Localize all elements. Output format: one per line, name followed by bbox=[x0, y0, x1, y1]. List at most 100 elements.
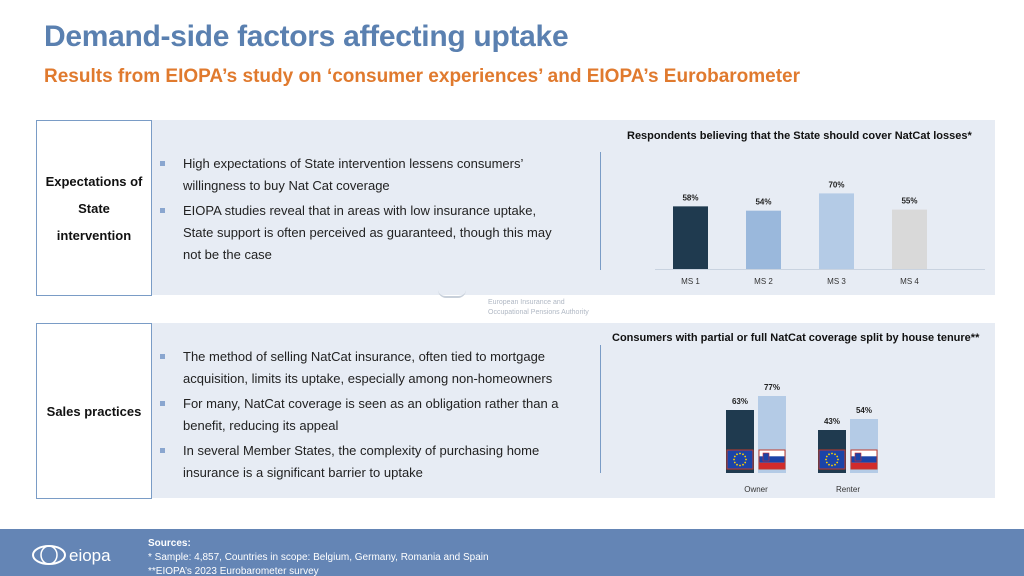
flag-star bbox=[825, 455, 828, 458]
bullet-line: In several Member States, the complexity… bbox=[183, 443, 540, 458]
sources-line: **EIOPA’s 2023 Eurobarometer survey bbox=[148, 566, 319, 576]
bar-value-label: 70% bbox=[828, 180, 844, 189]
flag-stripe bbox=[851, 450, 877, 457]
flag-border bbox=[850, 449, 878, 470]
category-label: MS 1 bbox=[681, 277, 700, 286]
flag-star bbox=[736, 453, 738, 456]
bar-value-label: 63% bbox=[732, 397, 748, 406]
page-title: Demand-side factors affecting uptake bbox=[44, 20, 569, 53]
bullet-square-icon bbox=[160, 161, 165, 166]
flag-star bbox=[739, 452, 741, 455]
bar bbox=[746, 210, 781, 269]
flag-star bbox=[739, 464, 741, 467]
flag-stripe bbox=[759, 456, 785, 463]
flag-star bbox=[745, 458, 747, 461]
eu-flag-icon bbox=[726, 449, 754, 470]
flag-star bbox=[736, 463, 738, 466]
flag-star bbox=[828, 453, 830, 456]
flag-stripe bbox=[759, 462, 785, 469]
bar bbox=[819, 193, 854, 269]
flag-star bbox=[836, 455, 839, 458]
watermark-line: European Insurance and bbox=[488, 299, 565, 306]
state-cover-chart: 58% MS 1 54% MS 2 70% MS 3 55% MS 4 bbox=[655, 180, 985, 286]
page-subtitle: Results from EIOPA’s study on ‘consumer … bbox=[44, 66, 801, 87]
flag-star bbox=[825, 458, 827, 461]
flag-star bbox=[834, 453, 836, 456]
flag-star bbox=[831, 452, 833, 455]
state-intervention-label: Expectations of State intervention bbox=[36, 120, 152, 296]
flag-star bbox=[742, 453, 744, 456]
category-label: MS 4 bbox=[900, 277, 919, 286]
bar-value-label: 77% bbox=[764, 383, 780, 392]
bullet-line: insurance is a significant barrier to up… bbox=[183, 465, 423, 480]
flag-star bbox=[733, 461, 736, 464]
bullet-line: High expectations of State intervention … bbox=[183, 156, 524, 171]
divider bbox=[600, 345, 601, 473]
bar-value-label: 54% bbox=[755, 198, 771, 207]
bullet-line: EIOPA studies reveal that in areas with … bbox=[183, 203, 537, 218]
house-tenure-chart: 63% 77% Owner 43% 54% Renter bbox=[726, 383, 878, 494]
bullet-line: acquisition, limits its uptake, especial… bbox=[183, 371, 553, 386]
flag-star bbox=[733, 458, 735, 461]
state-intervention-bullets: High expectations of State intervention … bbox=[157, 153, 587, 266]
logo-ring-icon bbox=[32, 545, 66, 565]
bullet-line: For many, NatCat coverage is seen as an … bbox=[183, 396, 559, 411]
bar-value-label: 58% bbox=[682, 193, 698, 202]
bar bbox=[673, 206, 708, 269]
flag-stripe bbox=[851, 462, 877, 469]
bullet-square-icon bbox=[160, 208, 165, 213]
bullet-line: State support is often perceived as guar… bbox=[183, 225, 552, 240]
chart2-title: Consumers with partial or full NatCat co… bbox=[612, 332, 980, 344]
state-intervention-panel bbox=[152, 120, 995, 295]
bar-value-label: 43% bbox=[824, 417, 840, 426]
eu-flag-icon bbox=[818, 449, 846, 470]
bar-value-label: 54% bbox=[856, 406, 872, 415]
flag-star bbox=[742, 463, 744, 466]
bullet-square-icon bbox=[160, 448, 165, 453]
bullet-line: willingness to buy Nat Cat coverage bbox=[183, 178, 390, 193]
bullet-square-icon bbox=[160, 401, 165, 406]
divider bbox=[600, 152, 601, 270]
category-label: Renter bbox=[836, 485, 860, 494]
bullet-item: For many, NatCat coverage is seen as an … bbox=[157, 393, 587, 437]
flag-star bbox=[828, 463, 830, 466]
flag-crest bbox=[762, 452, 770, 462]
bullet-line: not be the case bbox=[183, 247, 272, 262]
category-label: MS 3 bbox=[827, 277, 846, 286]
flag-stripe bbox=[759, 450, 785, 457]
flag-star bbox=[825, 461, 828, 464]
bullet-line: benefit, reducing its appeal bbox=[183, 418, 339, 433]
flag-star bbox=[834, 463, 836, 466]
label-line: State bbox=[78, 200, 110, 216]
flag-field bbox=[818, 449, 846, 470]
eiopa-watermark-icon bbox=[438, 290, 466, 298]
flag-star bbox=[744, 461, 747, 464]
bar bbox=[892, 209, 927, 269]
sales-practices-label: Sales practices bbox=[36, 323, 152, 499]
flag-star bbox=[836, 461, 839, 464]
category-label: MS 2 bbox=[754, 277, 773, 286]
bullet-item: EIOPA studies reveal that in areas with … bbox=[157, 200, 587, 266]
slovenia-flag-icon bbox=[758, 449, 786, 470]
label-line: Sales practices bbox=[46, 403, 142, 419]
bullet-item: The method of selling NatCat insurance, … bbox=[157, 346, 587, 390]
flag-star bbox=[831, 464, 833, 467]
bar-value-label: 55% bbox=[901, 197, 917, 206]
label-line: Expectations of bbox=[45, 173, 143, 189]
slovenia-flag-icon bbox=[850, 449, 878, 470]
flag-star bbox=[744, 455, 747, 458]
flag-field bbox=[726, 449, 754, 470]
category-label: Owner bbox=[744, 485, 768, 494]
flag-star bbox=[837, 458, 839, 461]
footer: eiopa Sources: * Sample: 4,857, Countrie… bbox=[0, 529, 1024, 576]
eiopa-watermark: European Insurance and Occupational Pens… bbox=[488, 298, 589, 318]
label-line: intervention bbox=[56, 227, 132, 243]
sources-title: Sources: bbox=[148, 538, 191, 549]
logo-ring-icon bbox=[40, 545, 58, 565]
sources-note: Sources: * Sample: 4,857, Countries in s… bbox=[148, 537, 489, 576]
eiopa-logo: eiopa bbox=[32, 545, 111, 565]
chart1-title: Respondents believing that the State sho… bbox=[627, 130, 972, 142]
flag-stripe bbox=[851, 456, 877, 463]
flag-border bbox=[758, 449, 786, 470]
bullet-line: The method of selling NatCat insurance, … bbox=[183, 349, 546, 364]
